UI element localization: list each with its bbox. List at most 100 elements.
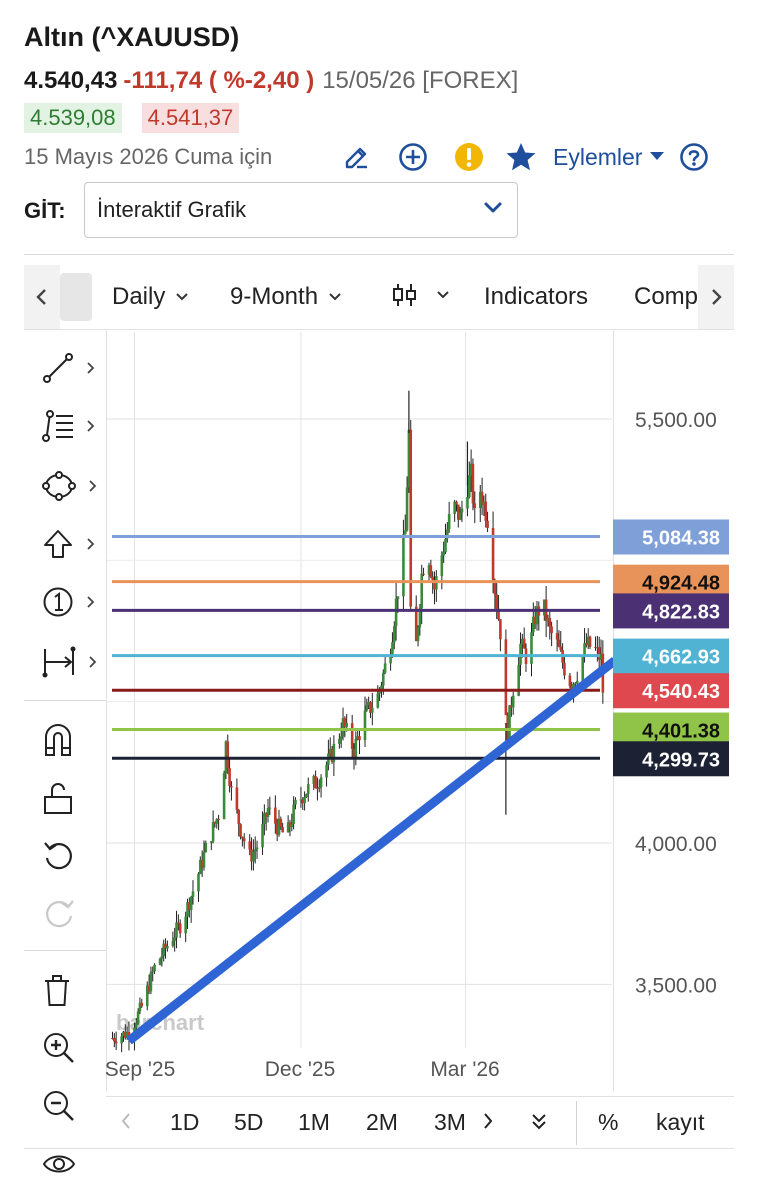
help-icon[interactable]	[678, 142, 710, 172]
alert-icon[interactable]	[453, 142, 485, 172]
candle-body	[546, 618, 550, 622]
candle-body	[239, 824, 242, 837]
candle-body	[230, 785, 233, 788]
period-3m-button[interactable]: 3M	[434, 1109, 466, 1135]
candle-body	[402, 534, 405, 597]
chevron-down-icon	[329, 293, 341, 301]
chevron-left-icon	[36, 289, 46, 305]
candle-body	[173, 937, 176, 941]
candle-body	[457, 504, 460, 520]
x-tick-label: Sep '25	[105, 1058, 176, 1081]
candle-body	[222, 773, 226, 820]
level-labels: 5,084.38 4,924.48 4,822.83 4,662.93 4,540.43…	[613, 519, 729, 777]
arrow-tool[interactable]	[42, 524, 106, 564]
actions-menu[interactable]: Eylemler	[553, 144, 665, 171]
candle-body	[427, 565, 431, 575]
candle-body	[548, 618, 552, 627]
edit-icon[interactable]	[341, 143, 373, 171]
chevron-right-icon	[87, 538, 95, 550]
candle-body	[511, 695, 515, 708]
candle-body	[530, 632, 533, 664]
goto-select[interactable]: İnteraktif Grafik	[84, 182, 518, 238]
undo-button[interactable]	[42, 836, 106, 876]
candle-body	[414, 606, 418, 642]
add-circle-icon[interactable]	[397, 142, 429, 172]
candle-body	[392, 626, 396, 643]
candle-body	[188, 902, 191, 911]
zoom-in-icon	[44, 1033, 74, 1063]
price-chart[interactable]: 5,500.00 4,000.00 3,500.00 Sep '25 Dec '25 Ma…	[0, 0, 757, 1100]
zoom-in-button[interactable]	[42, 1028, 106, 1068]
shape-tool[interactable]	[42, 466, 106, 506]
candle-body	[325, 764, 328, 778]
period-scroll-right-button[interactable]	[482, 1109, 494, 1136]
range-dropdown[interactable]: 9-Month	[230, 283, 342, 311]
magnet-button[interactable]	[42, 720, 106, 760]
interval-dropdown[interactable]: Daily	[112, 283, 189, 311]
candle-body	[409, 429, 413, 607]
candle-body	[491, 527, 495, 583]
page-title: Altın (^XAUUSD)	[24, 22, 240, 52]
candle-body	[508, 705, 511, 741]
percent-toggle[interactable]: %	[598, 1109, 619, 1135]
period-5d-button[interactable]: 5D	[234, 1109, 264, 1135]
candle-body	[557, 639, 561, 647]
candle-body	[586, 636, 590, 646]
level-label: 4,299.73	[642, 749, 720, 771]
period-2m-button[interactable]: 2M	[366, 1109, 398, 1135]
indicators-button[interactable]: Indicators	[484, 283, 589, 310]
quote-date: 15 Mayıs 2026 Cuma için	[24, 144, 273, 169]
candle-body	[568, 675, 572, 687]
line-draw-icon	[43, 353, 73, 383]
toolbar-scroll-left-button[interactable]	[24, 265, 60, 329]
candle-body	[177, 922, 180, 924]
trash-icon	[45, 975, 69, 1006]
candle-body	[250, 849, 253, 862]
fibonacci-tool[interactable]	[42, 406, 106, 446]
measure-tool[interactable]	[42, 642, 106, 682]
candle-body	[314, 776, 317, 788]
candle-body	[299, 799, 303, 801]
candle-body	[275, 823, 279, 835]
candle-body	[264, 813, 268, 818]
candle-body	[455, 501, 458, 505]
delete-drawings-button[interactable]	[42, 970, 106, 1010]
candles	[111, 390, 605, 1053]
candle-body	[328, 749, 332, 754]
candle-body	[209, 841, 213, 843]
candle-body	[585, 643, 588, 646]
chart-type-dropdown[interactable]	[392, 283, 450, 307]
trendline-tool[interactable]	[42, 348, 106, 388]
zoom-out-button[interactable]	[42, 1086, 106, 1126]
candle-body	[358, 736, 361, 741]
redo-button[interactable]	[42, 894, 106, 934]
period-1d-button[interactable]: 1D	[170, 1109, 200, 1135]
candle-body	[416, 627, 420, 642]
marker-tool[interactable]	[42, 582, 106, 622]
y-tick-label: 3,500.00	[635, 974, 717, 997]
period-scroll-left-button[interactable]	[120, 1109, 132, 1136]
candle-body	[422, 573, 425, 575]
period-1m-button[interactable]: 1M	[298, 1109, 330, 1135]
expand-periods-button[interactable]	[530, 1109, 548, 1136]
candle-body	[160, 956, 164, 959]
candle-body	[396, 596, 400, 599]
candle-body	[596, 647, 599, 649]
toolbar-scroll-right-button[interactable]	[698, 265, 734, 329]
chevron-right-icon	[87, 420, 95, 432]
save-button[interactable]: kayıt	[656, 1109, 705, 1135]
chart-plot-area[interactable]	[106, 330, 614, 1091]
level-label-box	[613, 638, 729, 674]
visibility-button[interactable]	[42, 1144, 106, 1184]
candle-body	[433, 580, 436, 590]
lock-button[interactable]	[42, 778, 106, 818]
double-chevron-down-icon	[532, 1114, 546, 1130]
candle-body	[189, 896, 193, 911]
chevron-down-icon	[484, 202, 502, 213]
candle-body	[478, 491, 482, 509]
candle-body	[550, 626, 553, 634]
candle-body	[147, 985, 151, 992]
candle-body	[151, 971, 155, 973]
compare-button[interactable]: Comp	[634, 283, 699, 310]
star-icon[interactable]	[505, 142, 537, 172]
